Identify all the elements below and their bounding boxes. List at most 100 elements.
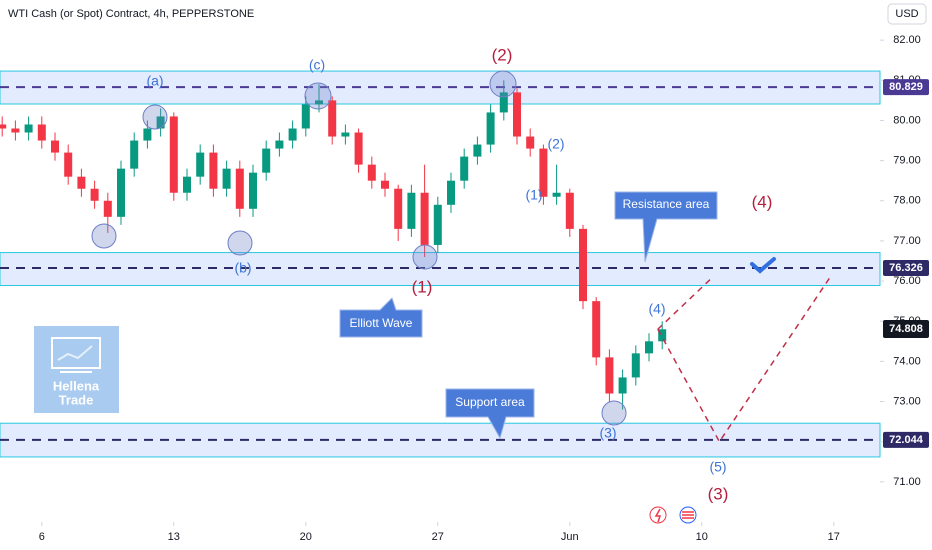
candle-body [407, 192, 416, 229]
last-price: 74.808 [889, 323, 923, 335]
candle-body [103, 200, 112, 217]
price-label: 72.044 [889, 434, 924, 446]
y-tick-label: 77.00 [893, 235, 921, 247]
candle-body [447, 180, 455, 205]
candle-body [222, 168, 231, 189]
wave-label: (b) [234, 260, 251, 276]
candle-body [235, 168, 244, 209]
candle-body [130, 140, 139, 169]
candle-body [301, 104, 310, 129]
event-icon[interactable] [649, 506, 667, 524]
candle-body [341, 132, 350, 137]
y-tick-label: 74.00 [893, 355, 921, 367]
candle-body [539, 148, 548, 197]
candle-body [143, 128, 152, 141]
price-label-box [883, 79, 929, 96]
candle-body [209, 152, 218, 189]
y-tick-label: 71.00 [893, 476, 921, 488]
wave-label: (1) [525, 187, 542, 203]
candle-body [486, 112, 495, 145]
candle-body [499, 92, 508, 113]
y-tick-label: 79.00 [893, 155, 921, 167]
currency-box[interactable] [887, 3, 927, 25]
candle-body [0, 124, 7, 129]
wave-label: (c) [309, 57, 325, 73]
x-tick-label: Jun [561, 531, 579, 543]
callout-text: Elliott Wave [350, 316, 413, 330]
wave-label: (2) [547, 136, 564, 152]
circle [91, 223, 117, 249]
candle-body [631, 353, 640, 378]
candle-body [328, 100, 337, 137]
callout-text: Support area [455, 395, 525, 409]
candle-body [183, 176, 191, 193]
callout-box [339, 297, 423, 338]
logo-box [34, 326, 119, 413]
candle-body [552, 192, 561, 197]
y-tick-label: 80.00 [893, 114, 921, 126]
wave-label: (1) [412, 277, 433, 296]
y-tick-label: 73.00 [893, 395, 921, 407]
candle-body [592, 301, 601, 358]
logo-icon [51, 337, 101, 373]
event-icon [682, 511, 694, 519]
projection [657, 278, 712, 330]
circle [601, 400, 627, 426]
candle-body [354, 132, 363, 165]
candle-body [117, 168, 125, 217]
candle-body [526, 136, 535, 149]
candle-body [51, 140, 59, 153]
price-label: 80.829 [889, 81, 923, 93]
candle-body [381, 180, 389, 189]
wave-label: (a) [146, 73, 163, 89]
price-label-box [883, 431, 929, 448]
candle-body [645, 341, 653, 354]
event-icon [654, 508, 662, 523]
logo-text: Hellena [53, 378, 100, 393]
candle-body [262, 148, 271, 173]
candle-body [24, 124, 33, 133]
circle [227, 230, 253, 256]
last-price-box [883, 319, 929, 338]
wave-label: (2) [492, 45, 513, 64]
x-tick-label: 10 [696, 531, 708, 543]
callout-box [445, 388, 535, 440]
price-label: 76.326 [889, 262, 923, 274]
x-tick-label: 27 [432, 531, 444, 543]
candle-body [513, 92, 521, 137]
x-tick-label: 13 [168, 531, 180, 543]
candle-body [196, 152, 205, 177]
candle-body [37, 124, 46, 141]
circle [489, 70, 517, 98]
candle-body [605, 357, 614, 394]
candle-body [618, 377, 627, 394]
candle-body [90, 188, 99, 201]
circle [142, 104, 168, 130]
wave-label: (3) [708, 484, 729, 503]
circles [91, 70, 627, 426]
wave-label: (4) [752, 192, 773, 211]
candle-body [275, 140, 284, 149]
currency: USD [895, 8, 918, 20]
y-tick-label: 76.00 [893, 275, 921, 287]
wave-label: (3) [599, 425, 616, 441]
zone [0, 252, 881, 286]
x-tick-label: 6 [39, 531, 45, 543]
price-label-box [883, 259, 929, 276]
candle-body [433, 204, 442, 245]
candle-body [288, 128, 297, 141]
x-tick-label: 20 [300, 531, 312, 543]
candle-body [367, 164, 376, 181]
candle-body [315, 100, 323, 105]
candle-body [394, 188, 403, 229]
candle-body [156, 116, 165, 129]
check-mark [750, 257, 776, 274]
candle-body [420, 192, 429, 245]
wave-label: (4) [648, 301, 665, 317]
candle-body [77, 176, 86, 189]
circle [304, 82, 332, 110]
candle-body [249, 172, 257, 209]
candle-body [460, 156, 469, 181]
